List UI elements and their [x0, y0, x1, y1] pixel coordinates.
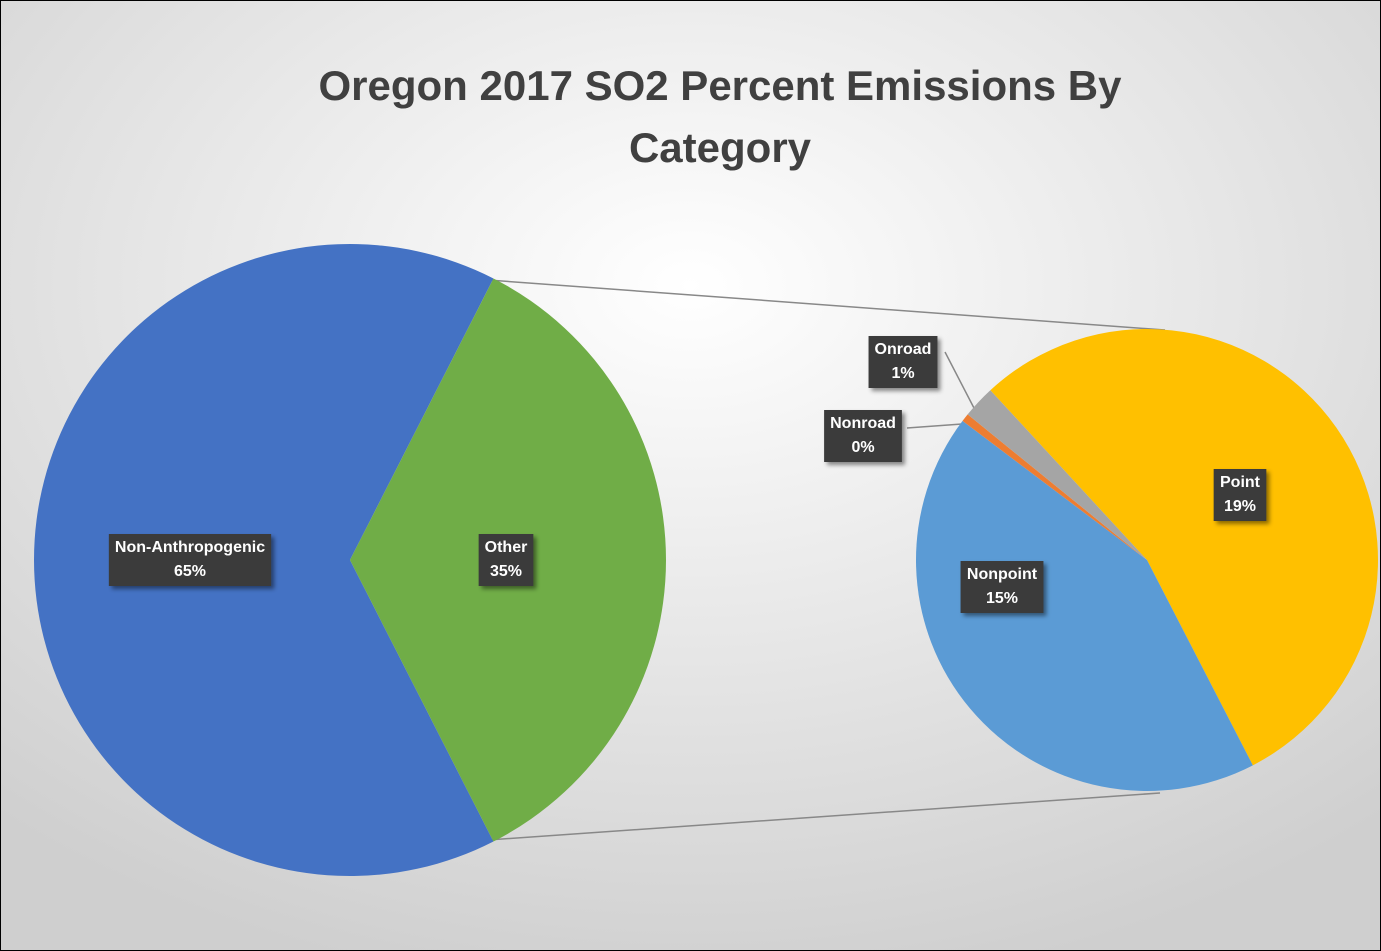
- label-name: Nonroad: [830, 415, 896, 432]
- label-name: Nonpoint: [967, 566, 1038, 583]
- leader-line: [944, 351, 976, 411]
- chart-title: Oregon 2017 SO2 Percent Emissions By Cate…: [318, 62, 1122, 171]
- label-name: Point: [1220, 474, 1261, 491]
- pie-slice: [990, 329, 1378, 766]
- connector-line: [487, 792, 1161, 841]
- label-box: [960, 561, 1044, 613]
- label-value: 65%: [174, 563, 206, 580]
- data-label: Nonpoint 15%: [960, 561, 1044, 613]
- data-label: Nonroad 0%: [824, 410, 902, 462]
- label-value: 35%: [490, 563, 522, 580]
- labels: Non-Anthropogenic 65% Other 35% Point 19% Nonp…: [108, 336, 1267, 613]
- label-value: 0%: [851, 439, 874, 456]
- label-name: Non-Anthropogenic: [115, 539, 265, 556]
- label-name: Onroad: [875, 341, 932, 358]
- label-box: [824, 410, 902, 462]
- data-label: Other 35%: [478, 534, 534, 586]
- pie-slice: [962, 414, 1147, 560]
- label-value: 19%: [1224, 498, 1256, 515]
- label-box: [478, 534, 534, 586]
- pie-slice: [915, 420, 1253, 792]
- label-box: [868, 336, 938, 388]
- data-label: Non-Anthropogenic 65%: [108, 534, 272, 586]
- label-value: 15%: [986, 590, 1018, 607]
- data-label: Point 19%: [1213, 469, 1267, 521]
- label-box: [108, 534, 272, 586]
- label-value: 1%: [891, 365, 914, 382]
- pie-slice: [967, 390, 1147, 560]
- connector-line: [487, 279, 1166, 331]
- label-box: [1213, 469, 1267, 521]
- label-name: Other: [485, 539, 528, 556]
- leader-line: [906, 423, 963, 429]
- data-label: Onroad 1%: [868, 336, 938, 388]
